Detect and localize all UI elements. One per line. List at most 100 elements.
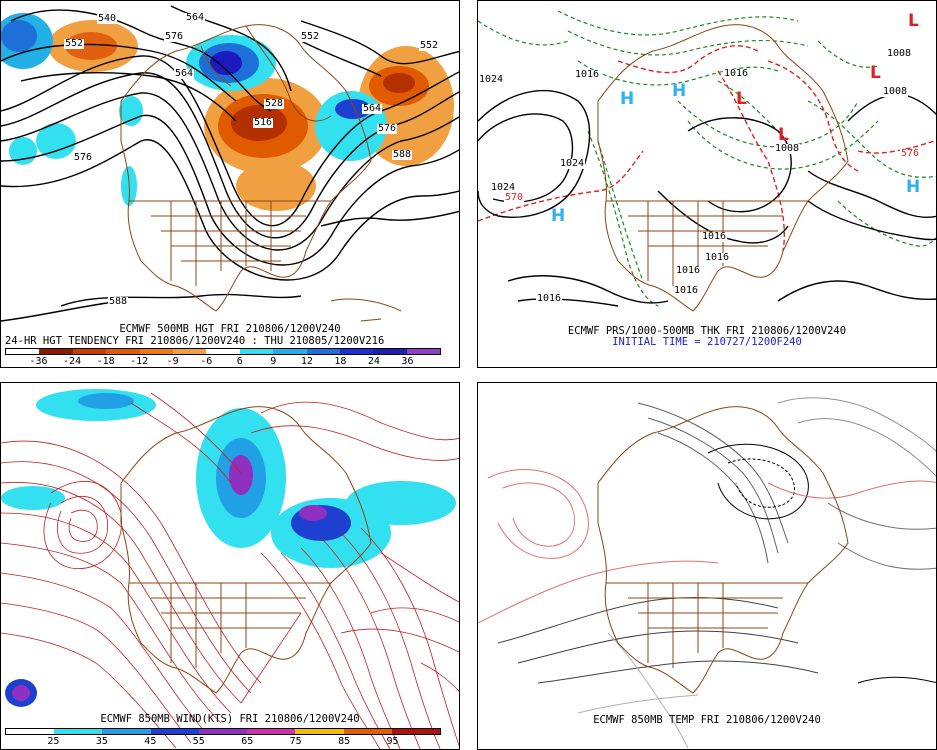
low-pressure-marker: L [870,63,881,83]
panel-850mb-wind: ECMWF 850MB WIND(KTS) FRI 210806/1200V24… [0,382,460,750]
contour-label: 540 [97,13,118,24]
colorbar-tick: 12 [300,356,313,367]
panel-pressure-thickness: H H H H L L L L 1024 1024 1016 1016 1016… [477,0,937,368]
thickness-label: 576 [900,148,921,159]
high-pressure-marker: H [672,81,687,101]
isobar-label: 1016 [723,68,750,79]
isobar-label: 1016 [675,265,702,276]
colorbar-tick: -18 [96,356,115,367]
colorbar-swatch [373,349,407,354]
geographic-boundaries [597,406,849,694]
contour-label: 576 [164,31,185,42]
map-pressure-thickness [478,10,936,312]
high-pressure-marker: H [620,89,635,109]
colorbar-swatch [206,349,240,354]
colorbar-swatch [339,349,374,354]
contour-label: 552 [419,40,440,51]
colorbar-tick: 9 [270,356,277,367]
map-title: ECMWF PRS/1000-500MB THK FRI 210806/1200… [567,325,847,337]
contour-label: 516 [253,117,274,128]
map-500mb-height [1,5,459,322]
colorbar-swatch [150,729,199,734]
colorbar-tick: 36 [401,356,414,367]
isobar-label: 1008 [886,48,913,59]
contour-label: 576 [377,123,398,134]
colorbar-tick: -12 [130,356,149,367]
isobar-label: 1016 [704,252,731,263]
geographic-boundaries [120,24,402,322]
isobar-label: 1024 [478,74,505,85]
map-title: ECMWF 500MB HGT FRI 210806/1200V240 [119,323,341,335]
contour-label: 564 [185,12,206,23]
isobar-contours [478,89,936,307]
contour-label: 588 [108,296,129,307]
colorbar-tick: 85 [338,736,351,747]
colorbar-swatch [6,729,55,734]
colorbar-tick: 25 [47,736,60,747]
geographic-boundaries [597,24,849,312]
colorbar-tick: 35 [95,736,108,747]
contour-label: 552 [64,38,85,49]
low-pressure-marker: L [736,89,747,109]
colorbar-swatch [172,349,207,354]
thickness-contours-red [478,45,936,252]
panel-850mb-temperature: ECMWF 850MB TEMP FRI 210806/1200V240 [477,382,937,750]
colorbar-tick: -9 [166,356,179,367]
colorbar-tick: 24 [367,356,380,367]
colorbar-swatch [273,349,307,354]
colorbar-swatch [54,729,103,734]
low-pressure-marker: L [908,11,919,31]
colorbar-swatch [306,349,340,354]
colorbar-swatch [391,729,440,734]
colorbar-swatch [343,729,392,734]
colorbar-tick: 45 [144,736,157,747]
contour-label: 588 [392,149,413,160]
initial-time: INITIAL TIME = 210727/1200F240 [612,336,802,348]
colorbar-swatch [406,349,441,354]
colorbar-swatch [106,349,140,354]
map-title: ECMWF 850MB TEMP FRI 210806/1200V240 [593,714,821,726]
isobar-label: 1016 [673,285,700,296]
isobar-label: 1008 [882,86,909,97]
colorbar-swatch [39,349,73,354]
colorbar-tick: 65 [241,736,254,747]
colorbar-tick: 75 [289,736,302,747]
colorbar-tick: -24 [63,356,82,367]
contour-label: 528 [264,98,285,109]
contour-label: 552 [300,31,321,42]
colorbar-swatch [6,349,40,354]
isobar-label: 1016 [536,293,563,304]
wind-speed-shading [1,389,456,707]
colorbar-height-tendency [5,348,441,355]
contour-label: 564 [174,68,195,79]
contour-label: 576 [73,152,94,163]
colorbar-swatch [102,729,151,734]
isobar-label: 1024 [490,182,517,193]
colorbar-swatch [139,349,173,354]
colorbar-tick: 95 [386,736,399,747]
isobar-label: 1016 [574,69,601,80]
colorbar-tick: 55 [192,736,205,747]
colorbar-swatch [295,729,344,734]
map-850mb-temperature [478,397,936,749]
map-subtitle: 24-HR HGT TENDENCY FRI 210806/1200V240 :… [5,335,385,347]
geographic-boundaries [120,406,372,694]
panel-500mb-height: 540 552 564 576 564 552 576 552 588 564 … [0,0,460,368]
map-title: ECMWF 850MB WIND(KTS) FRI 210806/1200V24… [100,713,360,725]
colorbar-swatch [198,729,248,734]
isobar-label: 1024 [559,158,586,169]
colorbar-tick: -36 [29,356,48,367]
colorbar-tick: 18 [334,356,347,367]
contour-label: 564 [362,103,383,114]
temperature-contours [478,397,936,749]
colorbar-swatch [72,349,107,354]
high-pressure-marker: H [906,177,921,197]
thickness-label: 570 [504,192,525,203]
colorbar-swatch [247,729,296,734]
isobar-label: 1016 [701,231,728,242]
colorbar-swatch [239,349,274,354]
high-pressure-marker: H [551,206,566,226]
map-850mb-wind [1,389,459,749]
colorbar-tick: -6 [200,356,213,367]
streamlines [1,392,459,749]
